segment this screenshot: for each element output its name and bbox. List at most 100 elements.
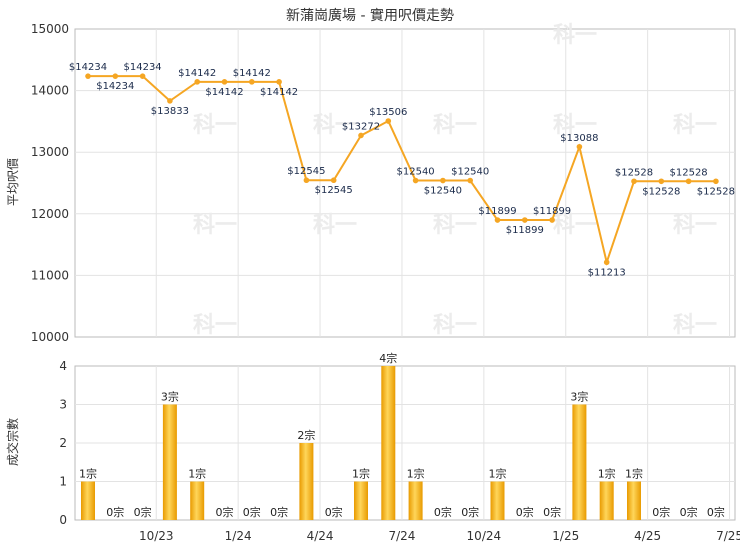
transaction-bar — [354, 481, 368, 520]
price-value-label: $11899 — [478, 206, 516, 217]
watermark: 科一 — [553, 213, 597, 238]
price-point — [303, 177, 310, 184]
bar-value-label: 0宗 — [106, 505, 124, 519]
price-value-label: $12545 — [315, 185, 353, 196]
watermark: 科一 — [433, 213, 477, 238]
top-y-tick-label: 15000 — [31, 22, 69, 36]
price-point — [440, 177, 446, 184]
price-point — [194, 79, 200, 85]
bar-value-label: 3宗 — [570, 390, 588, 404]
bar-value-label: 2宗 — [297, 428, 315, 442]
bottom-y-axis-label: 成交宗數 — [5, 418, 20, 466]
price-value-label: $14234 — [96, 81, 134, 92]
bar-value-label: 3宗 — [161, 390, 179, 404]
bottom-y-tick-label: 3 — [59, 398, 67, 412]
price-point — [522, 217, 528, 223]
bar-value-label: 1宗 — [598, 467, 616, 481]
price-value-label: $12540 — [451, 167, 489, 178]
price-value-label: $13272 — [342, 121, 380, 132]
price-value-label: $12528 — [697, 186, 735, 197]
price-point — [167, 98, 173, 104]
bar-value-label: 1宗 — [79, 467, 97, 481]
price-value-label: $12528 — [670, 167, 708, 178]
bar-value-label: 0宗 — [325, 505, 343, 519]
price-point — [685, 178, 692, 185]
watermark: 科一 — [553, 113, 597, 138]
watermark: 科一 — [433, 313, 477, 338]
price-value-label: $12528 — [615, 167, 653, 178]
bar-value-label: 1宗 — [407, 467, 425, 481]
price-point — [139, 73, 146, 79]
price-line — [88, 75, 716, 266]
transaction-bar — [627, 481, 641, 520]
transaction-bar — [572, 404, 587, 520]
bottom-y-tick-label: 1 — [59, 475, 67, 489]
price-point — [221, 79, 228, 85]
bar-value-label: 0宗 — [434, 505, 452, 519]
bar-value-label: 0宗 — [134, 505, 152, 519]
price-point — [112, 73, 119, 79]
bar-value-label: 4宗 — [379, 351, 397, 365]
price-point — [713, 178, 719, 185]
price-point — [249, 79, 255, 85]
price-value-label: $11899 — [533, 206, 571, 217]
x-tick-label: 4/25 — [634, 529, 661, 543]
bottom-y-tick-label: 2 — [59, 436, 67, 450]
x-tick-label: 10/24 — [467, 529, 502, 543]
transaction-bar — [381, 366, 396, 520]
price-point — [276, 79, 282, 85]
price-point — [85, 73, 91, 79]
watermark: 科一 — [193, 113, 237, 138]
transaction-bar — [190, 481, 205, 520]
bottom-y-tick-label: 0 — [59, 513, 67, 527]
top-y-tick-label: 13000 — [31, 145, 69, 159]
price-point — [603, 259, 610, 266]
chart-title: 新蒲崗廣場 - 實用呎價走勢 — [286, 7, 454, 24]
watermark: 科一 — [313, 113, 357, 138]
top-y-tick-label: 12000 — [31, 207, 69, 221]
watermark: 科一 — [313, 213, 357, 238]
watermark: 科一 — [553, 23, 597, 48]
watermark: 科一 — [193, 313, 237, 338]
price-point — [549, 217, 555, 223]
bar-value-label: 0宗 — [461, 505, 479, 519]
price-value-label: $13506 — [369, 107, 407, 118]
x-tick-label: 7/25 — [716, 529, 740, 543]
price-value-label: $13088 — [560, 133, 598, 144]
bar-value-label: 0宗 — [543, 505, 561, 519]
bar-value-label: 0宗 — [680, 505, 698, 519]
top-y-tick-label: 11000 — [31, 268, 69, 282]
top-plot-area — [74, 28, 736, 338]
price-value-label: $14234 — [124, 62, 162, 73]
x-tick-label: 10/23 — [139, 529, 174, 543]
bar-value-label: 0宗 — [516, 505, 534, 519]
bar-value-label: 0宗 — [270, 505, 288, 519]
price-point — [385, 118, 392, 124]
bar-value-label: 1宗 — [188, 467, 206, 481]
bar-value-label: 0宗 — [707, 505, 725, 519]
price-value-label: $11213 — [588, 267, 626, 278]
price-value-label: $14142 — [233, 68, 271, 79]
bottom-y-tick-label: 4 — [59, 359, 67, 373]
top-y-axis-label: 平均呎價 — [6, 158, 20, 206]
price-value-label: $12540 — [424, 186, 462, 197]
price-point — [358, 132, 364, 139]
transaction-bar — [408, 481, 423, 520]
bar-value-label: 1宗 — [625, 467, 643, 481]
watermark: 科一 — [433, 113, 477, 138]
x-tick-label: 7/24 — [388, 529, 415, 543]
transaction-bar — [299, 443, 314, 520]
transaction-bar — [599, 481, 614, 520]
price-value-label: $14142 — [260, 87, 298, 98]
x-tick-label: 1/24 — [225, 529, 252, 543]
price-point — [412, 177, 419, 184]
transaction-bar — [162, 404, 177, 520]
price-value-label: $14142 — [178, 68, 216, 79]
price-point — [576, 143, 583, 150]
price-value-label: $14234 — [69, 62, 107, 73]
price-value-label: $14142 — [205, 87, 243, 98]
price-point — [631, 178, 637, 185]
bar-value-label: 1宗 — [489, 467, 507, 481]
